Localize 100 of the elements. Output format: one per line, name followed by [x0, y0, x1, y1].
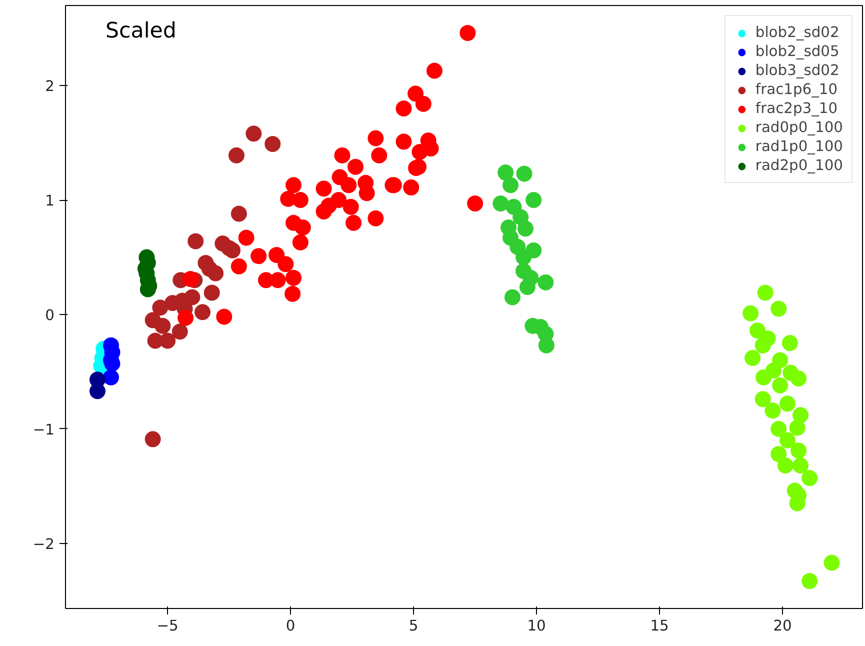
x-tick-label: 5 [408, 618, 418, 634]
point [268, 246, 285, 263]
point [368, 210, 384, 226]
point [802, 573, 818, 590]
point [824, 554, 840, 571]
point [396, 100, 412, 116]
point [517, 220, 534, 237]
point [426, 62, 442, 79]
legend-label: rad2p0_100 [755, 157, 843, 174]
point [358, 185, 375, 202]
point [346, 214, 362, 231]
x-tick-label: −5 [156, 618, 178, 634]
legend-label: blob2_sd05 [755, 43, 840, 60]
legend-label: blob2_sd02 [755, 24, 840, 41]
point [415, 96, 432, 112]
point [368, 130, 384, 146]
point [779, 396, 796, 412]
point [510, 238, 526, 255]
point [754, 391, 771, 408]
point [194, 304, 211, 320]
point [467, 195, 484, 212]
point [778, 457, 794, 474]
point [270, 272, 286, 288]
point [172, 324, 188, 340]
point [182, 270, 198, 287]
point [460, 24, 476, 41]
point [526, 192, 542, 208]
point [371, 147, 388, 164]
x-tick-label: 20 [773, 618, 792, 634]
legend-label: rad0p0_100 [755, 119, 843, 136]
point [204, 284, 220, 301]
point [89, 383, 106, 400]
point [538, 337, 554, 354]
point [264, 136, 281, 152]
point [292, 234, 308, 250]
point [230, 258, 247, 274]
point [772, 377, 788, 394]
point [216, 308, 232, 325]
point [238, 230, 254, 246]
legend-label: frac2p3_10 [755, 100, 838, 117]
point [802, 470, 818, 486]
point [789, 420, 806, 436]
y-tick-label: 1 [45, 192, 55, 210]
point [342, 198, 359, 215]
point [144, 431, 161, 448]
point [188, 233, 204, 250]
point [340, 177, 357, 194]
point [765, 362, 782, 378]
point [316, 180, 332, 197]
point [764, 402, 781, 419]
point [230, 206, 247, 222]
point [498, 164, 514, 181]
point [749, 322, 766, 338]
point [348, 158, 364, 175]
point [396, 134, 412, 150]
x-tick-label: 15 [650, 618, 669, 634]
point [160, 332, 176, 349]
legend-label: rad1p0_100 [755, 138, 843, 155]
point [294, 219, 311, 236]
point [782, 335, 798, 352]
legend-label: frac1p6_10 [755, 81, 838, 98]
y-tick-label: −1 [32, 421, 55, 438]
point [221, 240, 238, 256]
x-tick-label: 0 [286, 618, 296, 634]
point [770, 300, 787, 317]
y-tick-label: 0 [45, 306, 55, 324]
point [779, 432, 796, 448]
point [744, 350, 761, 366]
point [492, 195, 509, 212]
point [292, 192, 308, 208]
point [502, 177, 518, 194]
point [286, 177, 302, 194]
point [770, 446, 787, 462]
x-tick-label: 10 [527, 618, 546, 634]
point [154, 318, 171, 334]
point [757, 284, 774, 301]
point [770, 420, 787, 437]
annotation: Scaled [106, 18, 176, 44]
point [250, 248, 267, 264]
point [412, 144, 428, 160]
y-tick-label: 2 [45, 78, 55, 96]
point [178, 310, 194, 326]
point [316, 203, 332, 220]
point [792, 457, 809, 474]
point [742, 305, 759, 322]
point [504, 289, 520, 306]
y-tick-label: −2 [32, 536, 55, 553]
point [284, 286, 301, 302]
point [538, 274, 554, 290]
point [792, 407, 809, 424]
point [184, 289, 200, 306]
point [278, 256, 294, 272]
point [286, 270, 302, 286]
point [790, 370, 807, 386]
point [228, 147, 244, 164]
point [403, 179, 420, 196]
point [516, 166, 532, 182]
point [790, 442, 807, 459]
point [246, 126, 262, 142]
legend-label: blob3_sd02 [755, 62, 840, 79]
